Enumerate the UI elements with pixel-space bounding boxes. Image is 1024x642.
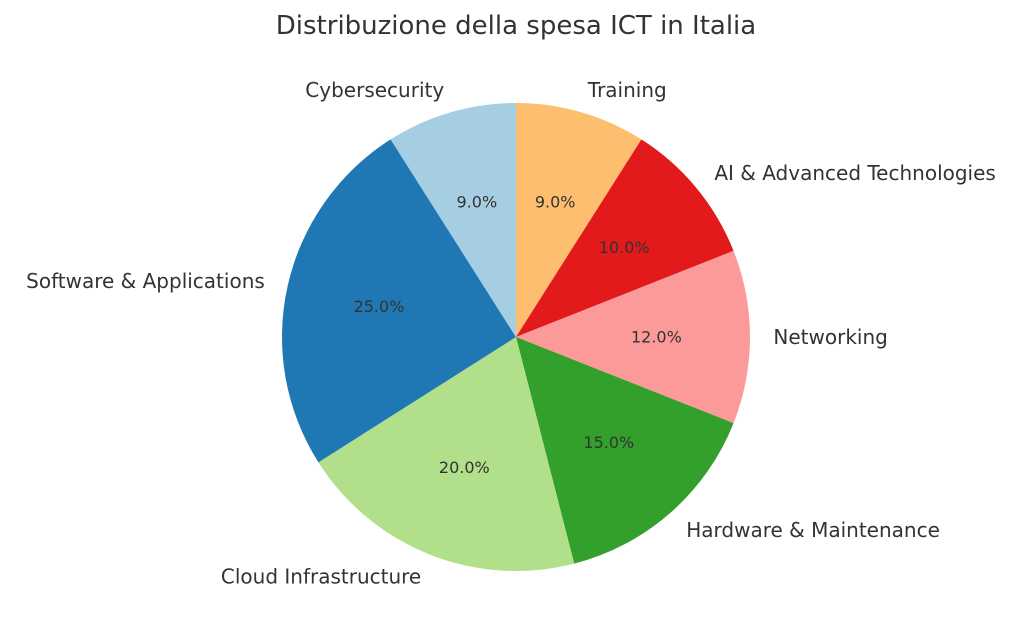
- pie-category-label-6: Cybersecurity: [305, 78, 444, 102]
- pie-slice-3: [516, 337, 734, 564]
- pie-pct-label-1: 10.0%: [599, 238, 650, 257]
- pie-category-label-2: Networking: [773, 325, 887, 349]
- pie-category-label-3: Hardware & Maintenance: [686, 518, 940, 542]
- chart-title: Distribuzione della spesa ICT in Italia: [276, 11, 756, 41]
- pie-pct-label-4: 20.0%: [439, 458, 490, 477]
- pie-pct-label-5: 25.0%: [354, 297, 405, 316]
- pie-slice-4: [318, 337, 575, 571]
- pie-slice-1: [516, 139, 734, 337]
- pie-category-label-1: AI & Advanced Technologies: [714, 161, 996, 185]
- pie-pct-label-0: 9.0%: [535, 193, 576, 212]
- pie-pct-label-3: 15.0%: [583, 433, 634, 452]
- pie-slices: [281, 103, 751, 571]
- pie-slice-2: [516, 250, 751, 424]
- pie-pct-label-2: 12.0%: [631, 328, 682, 347]
- pie-category-label-0: Training: [587, 78, 667, 102]
- pie-category-label-5: Software & Applications: [26, 269, 265, 293]
- pie-pct-label-6: 9.0%: [457, 193, 498, 212]
- pie-category-label-4: Cloud Infrastructure: [221, 564, 421, 588]
- pie-labels: 9.0% Training 10.0% AI & Advanced Technolog…: [26, 78, 996, 589]
- pie-slice-5: [281, 139, 516, 463]
- pie-slice-6: [390, 103, 516, 337]
- pie-slice-0: [516, 103, 642, 337]
